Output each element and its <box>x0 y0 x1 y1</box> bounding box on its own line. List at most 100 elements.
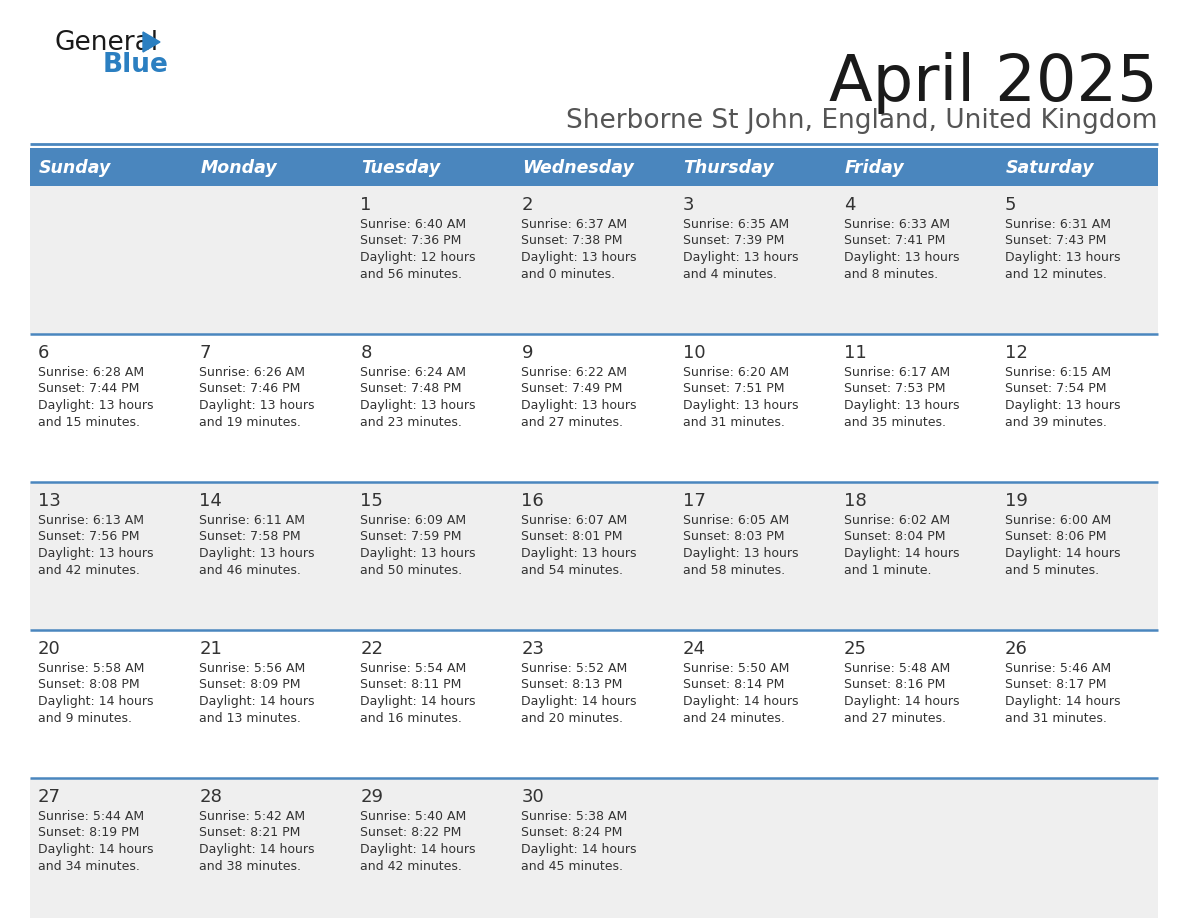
Text: Sunset: 8:09 PM: Sunset: 8:09 PM <box>200 678 301 691</box>
Text: Sunset: 7:51 PM: Sunset: 7:51 PM <box>683 383 784 396</box>
Text: 8: 8 <box>360 344 372 362</box>
Text: 3: 3 <box>683 196 694 214</box>
Text: 28: 28 <box>200 788 222 806</box>
Text: Sunrise: 6:28 AM: Sunrise: 6:28 AM <box>38 366 144 379</box>
Text: Daylight: 13 hours: Daylight: 13 hours <box>683 399 798 412</box>
Text: Sunset: 7:36 PM: Sunset: 7:36 PM <box>360 234 462 248</box>
Text: Daylight: 13 hours: Daylight: 13 hours <box>683 547 798 560</box>
Text: Sunrise: 6:20 AM: Sunrise: 6:20 AM <box>683 366 789 379</box>
Text: and 23 minutes.: and 23 minutes. <box>360 416 462 429</box>
Text: Daylight: 13 hours: Daylight: 13 hours <box>38 547 153 560</box>
Text: Sunrise: 6:22 AM: Sunrise: 6:22 AM <box>522 366 627 379</box>
Text: Daylight: 14 hours: Daylight: 14 hours <box>360 695 475 708</box>
Bar <box>30 482 1158 630</box>
Text: 24: 24 <box>683 640 706 658</box>
Text: and 0 minutes.: and 0 minutes. <box>522 267 615 281</box>
Text: Daylight: 14 hours: Daylight: 14 hours <box>683 695 798 708</box>
Text: Sunday: Sunday <box>39 159 112 177</box>
Text: 19: 19 <box>1005 492 1028 510</box>
Text: 9: 9 <box>522 344 533 362</box>
Text: Sunrise: 6:02 AM: Sunrise: 6:02 AM <box>843 514 950 527</box>
Text: Sunrise: 6:33 AM: Sunrise: 6:33 AM <box>843 218 949 231</box>
Text: Daylight: 14 hours: Daylight: 14 hours <box>38 843 153 856</box>
Text: Friday: Friday <box>845 159 904 177</box>
Text: Sunrise: 6:07 AM: Sunrise: 6:07 AM <box>522 514 627 527</box>
Bar <box>30 186 1158 334</box>
Text: Sunrise: 5:42 AM: Sunrise: 5:42 AM <box>200 810 305 823</box>
Text: Sunset: 8:04 PM: Sunset: 8:04 PM <box>843 531 946 543</box>
Text: Sunrise: 6:09 AM: Sunrise: 6:09 AM <box>360 514 467 527</box>
Text: and 24 minutes.: and 24 minutes. <box>683 711 784 724</box>
Text: Sunrise: 5:56 AM: Sunrise: 5:56 AM <box>200 662 305 675</box>
Text: 11: 11 <box>843 344 866 362</box>
Text: and 4 minutes.: and 4 minutes. <box>683 267 777 281</box>
Text: Daylight: 13 hours: Daylight: 13 hours <box>1005 251 1120 264</box>
Text: Sunset: 8:24 PM: Sunset: 8:24 PM <box>522 826 623 839</box>
Text: and 39 minutes.: and 39 minutes. <box>1005 416 1107 429</box>
Text: Sunset: 8:11 PM: Sunset: 8:11 PM <box>360 678 462 691</box>
Text: Daylight: 14 hours: Daylight: 14 hours <box>1005 695 1120 708</box>
Text: Sunset: 7:44 PM: Sunset: 7:44 PM <box>38 383 139 396</box>
Text: Daylight: 12 hours: Daylight: 12 hours <box>360 251 475 264</box>
Text: Daylight: 14 hours: Daylight: 14 hours <box>522 843 637 856</box>
Text: Sunset: 8:19 PM: Sunset: 8:19 PM <box>38 826 139 839</box>
Text: 2: 2 <box>522 196 533 214</box>
Text: and 15 minutes.: and 15 minutes. <box>38 416 140 429</box>
Text: Sunrise: 5:50 AM: Sunrise: 5:50 AM <box>683 662 789 675</box>
Text: Daylight: 13 hours: Daylight: 13 hours <box>200 399 315 412</box>
Text: Sunset: 7:38 PM: Sunset: 7:38 PM <box>522 234 623 248</box>
Text: Daylight: 14 hours: Daylight: 14 hours <box>843 695 959 708</box>
Text: and 9 minutes.: and 9 minutes. <box>38 711 132 724</box>
Text: Sunrise: 6:17 AM: Sunrise: 6:17 AM <box>843 366 950 379</box>
Text: General: General <box>55 30 159 56</box>
Text: Sunset: 7:59 PM: Sunset: 7:59 PM <box>360 531 462 543</box>
Text: 12: 12 <box>1005 344 1028 362</box>
Text: and 35 minutes.: and 35 minutes. <box>843 416 946 429</box>
Text: Sunrise: 6:40 AM: Sunrise: 6:40 AM <box>360 218 467 231</box>
Text: Sunset: 8:16 PM: Sunset: 8:16 PM <box>843 678 946 691</box>
Text: 27: 27 <box>38 788 61 806</box>
Text: and 5 minutes.: and 5 minutes. <box>1005 564 1099 577</box>
Text: Sunrise: 5:58 AM: Sunrise: 5:58 AM <box>38 662 145 675</box>
Text: Daylight: 14 hours: Daylight: 14 hours <box>522 695 637 708</box>
Text: Daylight: 13 hours: Daylight: 13 hours <box>200 547 315 560</box>
Text: 14: 14 <box>200 492 222 510</box>
Text: Sunrise: 5:46 AM: Sunrise: 5:46 AM <box>1005 662 1111 675</box>
Text: Daylight: 13 hours: Daylight: 13 hours <box>38 399 153 412</box>
Text: and 13 minutes.: and 13 minutes. <box>200 711 301 724</box>
Text: Daylight: 13 hours: Daylight: 13 hours <box>683 251 798 264</box>
Text: and 58 minutes.: and 58 minutes. <box>683 564 785 577</box>
Text: Daylight: 13 hours: Daylight: 13 hours <box>522 251 637 264</box>
Text: Sunset: 7:56 PM: Sunset: 7:56 PM <box>38 531 139 543</box>
Text: and 38 minutes.: and 38 minutes. <box>200 859 301 872</box>
Text: Thursday: Thursday <box>683 159 775 177</box>
Text: 26: 26 <box>1005 640 1028 658</box>
Text: Sunrise: 5:54 AM: Sunrise: 5:54 AM <box>360 662 467 675</box>
Text: Sunrise: 6:26 AM: Sunrise: 6:26 AM <box>200 366 305 379</box>
Text: and 20 minutes.: and 20 minutes. <box>522 711 624 724</box>
Text: Sunset: 8:17 PM: Sunset: 8:17 PM <box>1005 678 1106 691</box>
Text: 13: 13 <box>38 492 61 510</box>
Text: Blue: Blue <box>103 52 169 78</box>
Text: Sunrise: 6:31 AM: Sunrise: 6:31 AM <box>1005 218 1111 231</box>
Text: Sunset: 8:13 PM: Sunset: 8:13 PM <box>522 678 623 691</box>
Text: 20: 20 <box>38 640 61 658</box>
Text: 22: 22 <box>360 640 384 658</box>
Text: Sunset: 7:54 PM: Sunset: 7:54 PM <box>1005 383 1106 396</box>
Polygon shape <box>143 32 160 52</box>
Text: Sunrise: 5:44 AM: Sunrise: 5:44 AM <box>38 810 144 823</box>
Text: Daylight: 13 hours: Daylight: 13 hours <box>1005 399 1120 412</box>
Bar <box>30 778 1158 918</box>
Text: 15: 15 <box>360 492 384 510</box>
Text: 17: 17 <box>683 492 706 510</box>
Text: and 16 minutes.: and 16 minutes. <box>360 711 462 724</box>
Text: and 34 minutes.: and 34 minutes. <box>38 859 140 872</box>
Text: Daylight: 13 hours: Daylight: 13 hours <box>360 547 475 560</box>
Text: Tuesday: Tuesday <box>361 159 441 177</box>
Text: Daylight: 14 hours: Daylight: 14 hours <box>38 695 153 708</box>
Text: 5: 5 <box>1005 196 1017 214</box>
Text: Daylight: 14 hours: Daylight: 14 hours <box>200 695 315 708</box>
Text: Sunset: 8:22 PM: Sunset: 8:22 PM <box>360 826 462 839</box>
Text: Sunrise: 5:40 AM: Sunrise: 5:40 AM <box>360 810 467 823</box>
Text: Daylight: 14 hours: Daylight: 14 hours <box>843 547 959 560</box>
